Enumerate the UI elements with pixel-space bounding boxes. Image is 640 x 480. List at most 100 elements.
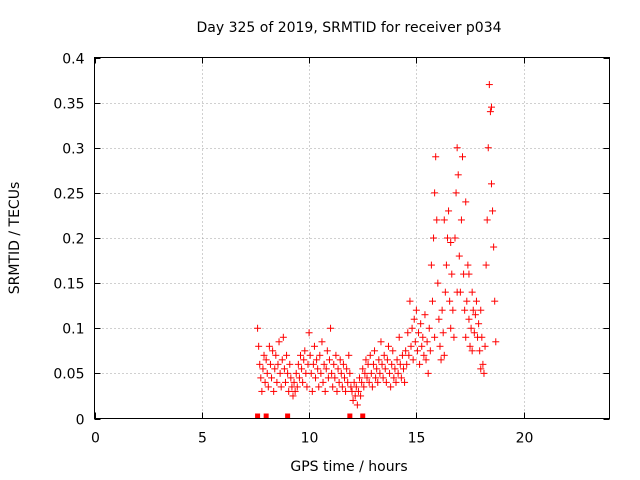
data-point xyxy=(431,189,439,197)
data-point xyxy=(254,324,262,332)
data-point xyxy=(411,338,419,346)
data-point xyxy=(397,374,405,382)
data-point xyxy=(323,347,331,355)
data-point xyxy=(415,329,423,337)
x-tick-label: 0 xyxy=(91,431,100,447)
data-point xyxy=(310,342,318,350)
data-point xyxy=(483,216,491,224)
data-point xyxy=(318,338,326,346)
x-tick-label: 15 xyxy=(408,431,426,447)
data-point xyxy=(257,374,265,382)
data-point xyxy=(322,365,330,373)
data-point xyxy=(297,351,304,359)
data-point xyxy=(324,374,332,382)
data-point xyxy=(374,378,382,386)
y-tick-label: 0.35 xyxy=(53,97,84,113)
data-point xyxy=(306,351,314,359)
data-point xyxy=(346,369,354,377)
x-tick-labels: 0 5 10 15 20 xyxy=(91,431,533,447)
data-point xyxy=(413,347,421,355)
data-point xyxy=(270,387,278,395)
data-point xyxy=(427,261,435,269)
data-point xyxy=(287,374,295,382)
data-point xyxy=(457,216,465,224)
data-point xyxy=(343,365,351,373)
data-point xyxy=(435,315,443,323)
data-point xyxy=(402,347,410,355)
data-point xyxy=(465,315,473,323)
data-point xyxy=(367,369,375,377)
data-point xyxy=(334,365,342,373)
data-point xyxy=(378,360,386,368)
y-tick-label: 0.3 xyxy=(62,142,84,158)
data-point xyxy=(420,351,428,359)
data-point xyxy=(450,333,458,341)
grid-lines xyxy=(94,57,610,419)
data-point xyxy=(375,356,383,364)
data-point xyxy=(433,216,441,224)
data-point xyxy=(438,306,446,314)
data-point xyxy=(447,239,455,247)
x-tick-label: 10 xyxy=(301,431,319,447)
data-point xyxy=(423,338,431,346)
data-point xyxy=(317,369,325,377)
data-point xyxy=(401,378,409,386)
data-point xyxy=(463,297,471,305)
data-point xyxy=(273,378,281,386)
data-point xyxy=(362,356,370,364)
data-point xyxy=(388,360,396,368)
data-point xyxy=(387,383,395,391)
data-point xyxy=(327,324,335,332)
y-tick-label: 0.2 xyxy=(62,232,84,248)
data-point xyxy=(422,356,430,364)
data-point xyxy=(419,333,427,341)
data-point xyxy=(313,356,321,364)
data-point xyxy=(395,333,403,341)
data-point xyxy=(487,180,495,188)
data-point xyxy=(475,320,483,328)
data-point xyxy=(430,234,438,242)
data-point xyxy=(437,356,445,364)
data-point xyxy=(482,261,490,269)
data-point xyxy=(354,387,362,395)
data-point xyxy=(390,374,398,382)
data-point xyxy=(277,383,285,391)
data-point xyxy=(307,369,315,377)
data-point xyxy=(407,342,415,350)
data-point xyxy=(344,378,352,386)
x-axis-marker xyxy=(347,413,353,419)
data-point xyxy=(487,103,495,111)
data-point xyxy=(280,365,288,373)
data-point xyxy=(352,383,360,391)
data-point xyxy=(284,369,292,377)
data-point xyxy=(285,387,293,395)
data-point xyxy=(266,360,274,368)
data-point xyxy=(461,306,469,314)
data-point xyxy=(268,374,276,382)
data-point xyxy=(261,378,269,386)
data-point xyxy=(451,234,459,242)
data-point xyxy=(445,207,453,215)
x-axis-marker xyxy=(360,413,366,419)
data-point xyxy=(314,365,322,373)
plot-frame xyxy=(94,57,610,419)
data-point xyxy=(432,153,440,161)
data-point xyxy=(447,324,455,332)
data-point xyxy=(406,297,414,305)
data-point xyxy=(383,356,391,364)
data-point xyxy=(464,261,472,269)
data-point xyxy=(470,329,478,337)
x-axis-label: GPS time / hours xyxy=(290,459,407,475)
data-point xyxy=(330,360,338,368)
data-point xyxy=(412,306,420,314)
data-point xyxy=(337,369,345,377)
data-point xyxy=(446,297,454,305)
data-point xyxy=(312,374,320,382)
data-point xyxy=(356,374,364,382)
chart-title: Day 325 of 2019, SRMTID for receiver p03… xyxy=(196,20,501,36)
data-point xyxy=(442,261,450,269)
data-point xyxy=(426,347,434,355)
data-point xyxy=(389,347,397,355)
data-point xyxy=(471,311,479,319)
